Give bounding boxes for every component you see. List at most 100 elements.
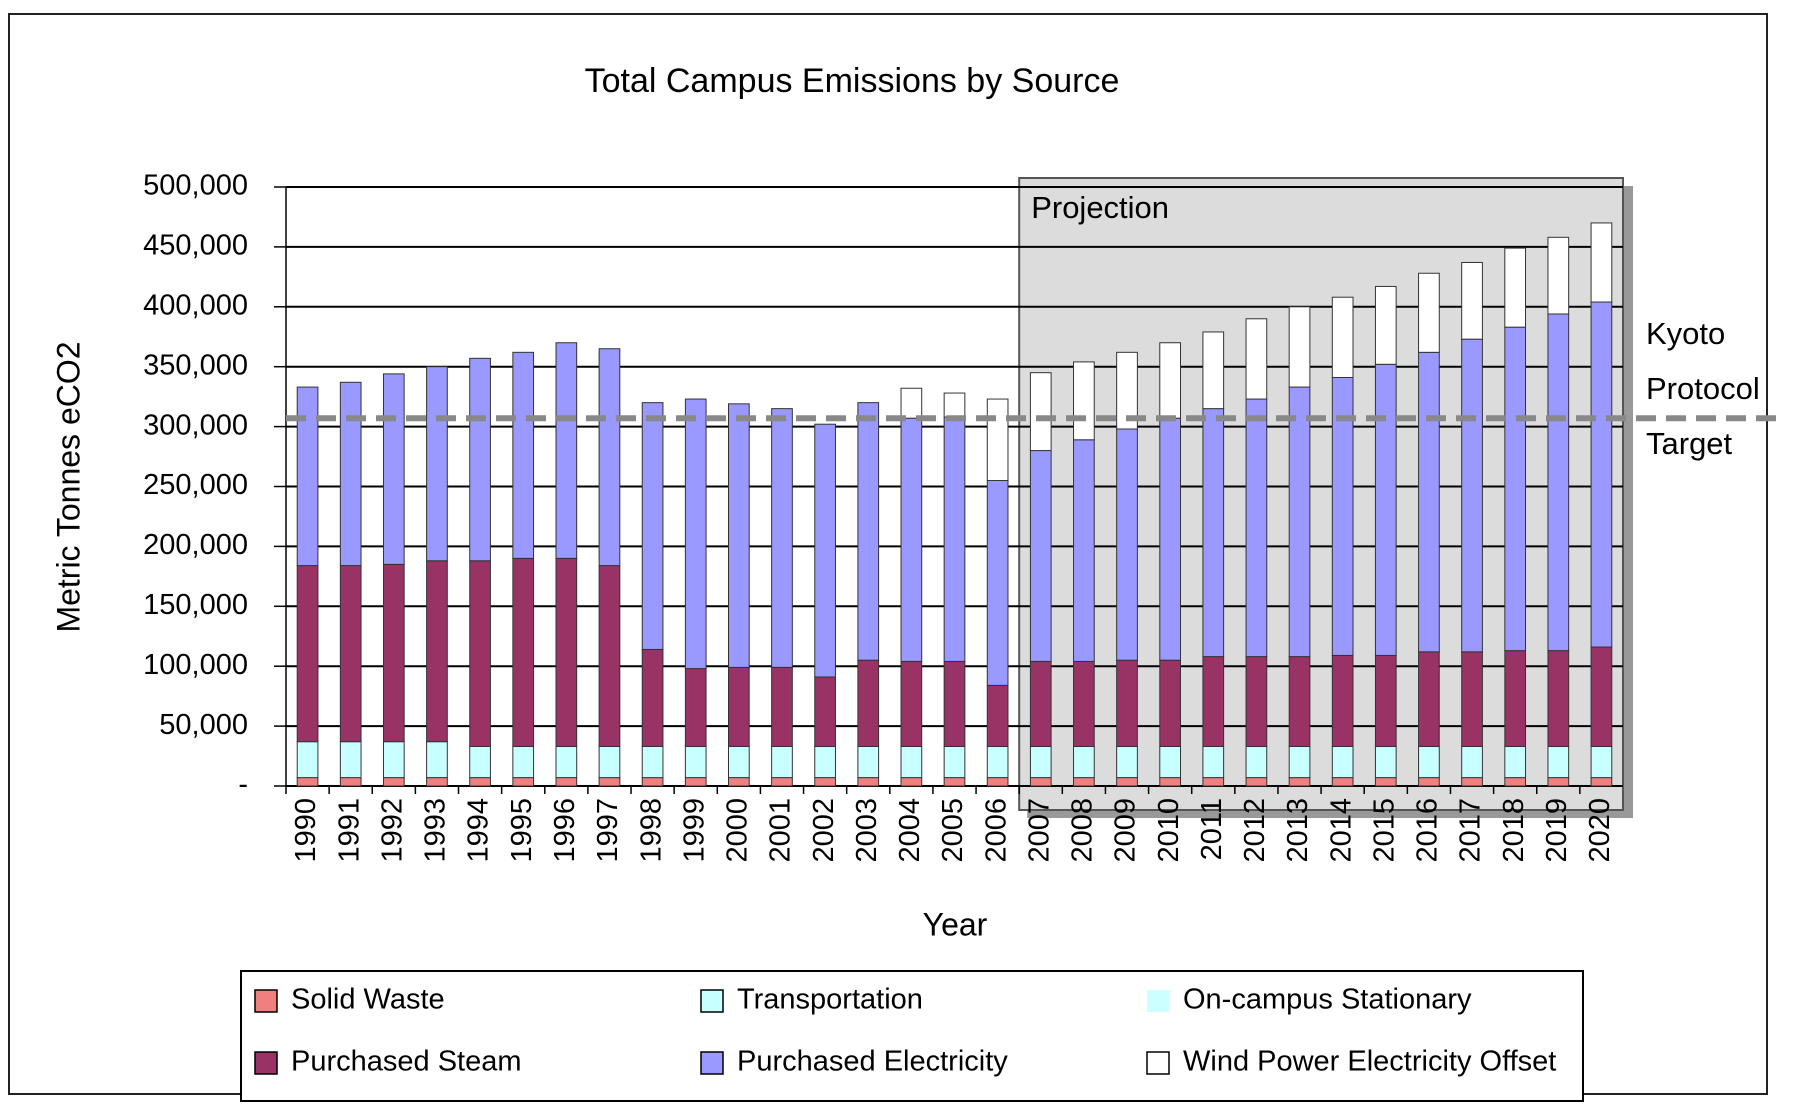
- x-tick-label: 2008: [1067, 798, 1099, 863]
- bar-segment: [1590, 222, 1613, 303]
- bar-segment: [1159, 342, 1181, 419]
- x-axis-label: Year: [923, 906, 988, 942]
- chart-title: Total Campus Emissions by Source: [585, 62, 1120, 100]
- y-tick-label: -: [238, 769, 248, 801]
- bar-segment: [1073, 361, 1095, 441]
- bar-segment: [1461, 651, 1483, 747]
- x-tick-label: 2011: [1196, 798, 1228, 860]
- bar-segment: [1331, 745, 1354, 779]
- bar-segment: [900, 417, 923, 662]
- bar-segment: [296, 565, 319, 743]
- bar-segment: [1418, 351, 1440, 653]
- bar-segment: [1590, 646, 1613, 747]
- y-tick-label: 350,000: [143, 349, 248, 381]
- bar-segment: [814, 676, 836, 747]
- bar-segment: [1029, 450, 1052, 662]
- bar-segment: [426, 777, 448, 787]
- bar-segment: [684, 745, 707, 779]
- x-tick-label: 2000: [722, 798, 754, 863]
- y-tick-label: 250,000: [143, 469, 248, 501]
- x-tick-label: 1997: [592, 798, 624, 863]
- bar-segment: [1590, 745, 1613, 779]
- bar-segment: [1159, 745, 1181, 779]
- bar-segment: [1202, 777, 1225, 787]
- bar-segment: [1374, 654, 1397, 747]
- y-tick-label: 200,000: [143, 529, 248, 561]
- bar-segment: [900, 777, 923, 787]
- y-tick-label: 500,000: [143, 170, 248, 202]
- bar-segment: [1073, 777, 1095, 787]
- bar-segment: [1547, 745, 1570, 779]
- x-tick-label: 2002: [808, 798, 840, 863]
- x-tick-label: 2018: [1498, 798, 1530, 863]
- bar-segment: [1073, 439, 1095, 662]
- y-axis-label: Metric Tonnes eCO2: [50, 341, 86, 632]
- bar-segment: [641, 402, 664, 650]
- legend-label: Transportation: [737, 984, 923, 1016]
- bar-segment: [598, 348, 621, 567]
- bar-segment: [1374, 285, 1397, 365]
- bar-segment: [1504, 777, 1527, 787]
- bar-segment: [943, 777, 966, 787]
- bar-segment: [728, 745, 750, 779]
- bar-segment: [771, 745, 793, 779]
- x-tick-label: 2013: [1282, 798, 1314, 863]
- bar-segment: [555, 777, 578, 787]
- x-tick-label: 1993: [420, 798, 452, 863]
- bar-segment: [1245, 656, 1268, 747]
- bar-segment: [814, 423, 836, 678]
- legend-label: Purchased Steam: [291, 1046, 522, 1078]
- bar-segment: [771, 777, 793, 787]
- legend-label: Purchased Electricity: [737, 1046, 1008, 1078]
- bar-segment: [339, 741, 362, 779]
- bar-segment: [1073, 660, 1095, 747]
- bar-segment: [1461, 261, 1483, 340]
- bar-segment: [641, 777, 664, 787]
- bar-segment: [1245, 318, 1268, 400]
- x-tick-label: 1992: [376, 798, 408, 863]
- bar-segment: [1116, 351, 1138, 430]
- projection-label: Projection: [1031, 190, 1169, 225]
- bar-segment: [339, 565, 362, 743]
- bar-segment: [1073, 745, 1095, 779]
- bar-segment: [555, 557, 578, 747]
- bar-segment: [1461, 745, 1483, 779]
- bar-segment: [1590, 777, 1613, 787]
- legend-label: Wind Power Electricity Offset: [1183, 1046, 1556, 1078]
- bar-segment: [1331, 777, 1354, 787]
- bar-segment: [1374, 777, 1397, 787]
- bar-segment: [1202, 656, 1225, 747]
- bar-segment: [1418, 272, 1440, 353]
- legend-swatch: [254, 989, 278, 1013]
- bar-segment: [339, 777, 362, 787]
- bar-segment: [857, 402, 880, 661]
- legend-swatch: [700, 1051, 724, 1075]
- legend-swatch: [1147, 990, 1169, 1012]
- bar-segment: [1331, 296, 1354, 378]
- bar-segment: [684, 398, 707, 670]
- bar-segment: [986, 398, 1009, 482]
- bar-segment: [684, 668, 707, 747]
- bar-segment: [814, 745, 836, 779]
- x-tick-label: 2001: [765, 798, 797, 863]
- bar-segment: [1159, 417, 1181, 661]
- x-tick-label: 1990: [290, 798, 322, 863]
- bar-segment: [1418, 777, 1440, 787]
- bar-segment: [339, 381, 362, 567]
- legend-swatch: [1146, 1051, 1170, 1075]
- y-tick-label: 450,000: [143, 230, 248, 262]
- x-tick-label: 2020: [1584, 798, 1616, 863]
- bar-segment: [814, 777, 836, 787]
- x-tick-label: 2007: [1023, 798, 1055, 863]
- target-label: Protocol: [1646, 371, 1760, 406]
- x-tick-label: 1995: [506, 798, 538, 863]
- bar-segment: [296, 741, 319, 779]
- legend-swatch: [700, 989, 724, 1013]
- bar-segment: [1245, 777, 1268, 787]
- bar-segment: [426, 741, 448, 779]
- bar-segment: [1202, 331, 1225, 410]
- bar-segment: [512, 777, 535, 787]
- bar-segment: [1374, 745, 1397, 779]
- bar-segment: [296, 386, 319, 567]
- bar-segment: [1461, 777, 1483, 787]
